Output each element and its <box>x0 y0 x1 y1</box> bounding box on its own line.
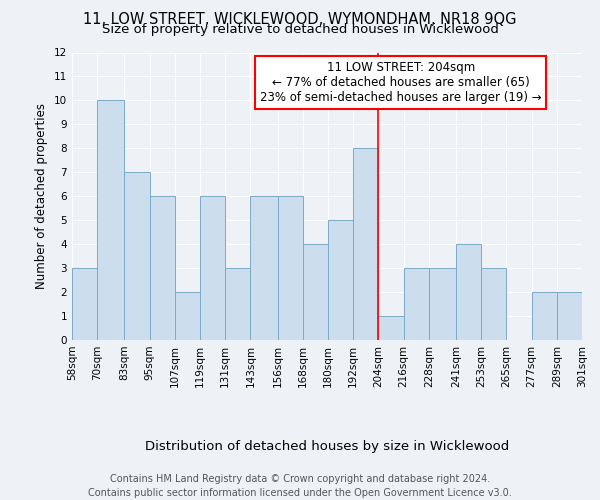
Text: Contains HM Land Registry data © Crown copyright and database right 2024.
Contai: Contains HM Land Registry data © Crown c… <box>88 474 512 498</box>
Bar <box>532 292 557 340</box>
Bar <box>124 172 149 340</box>
Text: 11, LOW STREET, WICKLEWOOD, WYMONDHAM, NR18 9QG: 11, LOW STREET, WICKLEWOOD, WYMONDHAM, N… <box>83 12 517 28</box>
Bar <box>175 292 200 340</box>
Bar <box>149 196 175 340</box>
Bar <box>200 196 225 340</box>
Bar <box>250 196 278 340</box>
Bar <box>328 220 353 340</box>
Bar <box>456 244 481 340</box>
Bar <box>97 100 124 340</box>
Bar <box>278 196 303 340</box>
Bar <box>72 268 97 340</box>
Bar <box>429 268 456 340</box>
Text: 11 LOW STREET: 204sqm
← 77% of detached houses are smaller (65)
23% of semi-deta: 11 LOW STREET: 204sqm ← 77% of detached … <box>260 61 542 104</box>
Bar <box>303 244 328 340</box>
Bar <box>404 268 429 340</box>
Bar <box>379 316 404 340</box>
Bar <box>557 292 582 340</box>
Bar <box>225 268 250 340</box>
Text: Size of property relative to detached houses in Wicklewood: Size of property relative to detached ho… <box>101 22 499 36</box>
Bar <box>353 148 379 340</box>
X-axis label: Distribution of detached houses by size in Wicklewood: Distribution of detached houses by size … <box>145 440 509 453</box>
Y-axis label: Number of detached properties: Number of detached properties <box>35 104 49 289</box>
Bar <box>481 268 506 340</box>
